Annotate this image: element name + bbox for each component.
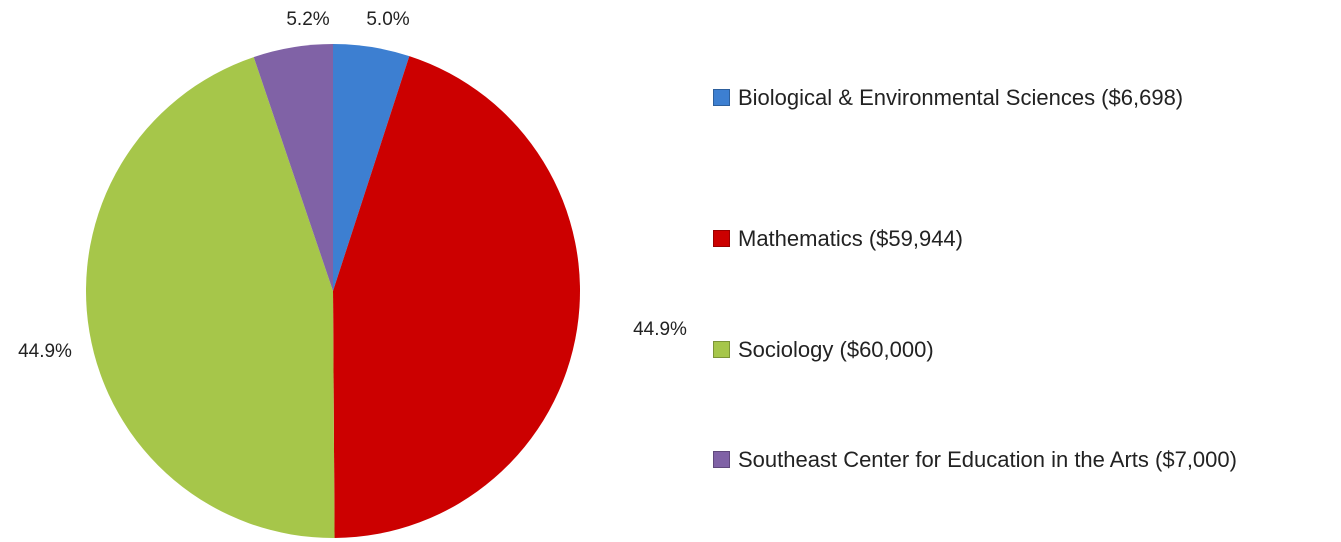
pie-slice [333,56,581,538]
data-label: 44.9% [633,319,687,340]
legend-label: Sociology ($60,000) [738,337,934,362]
legend-label: Biological & Environmental Sciences ($6,… [738,85,1184,110]
legend-item: Sociology ($60,000) [713,335,934,365]
pie-slice [333,44,410,291]
data-label: 5.2% [286,9,329,30]
legend-item: Southeast Center for Education in the Ar… [713,445,1237,475]
legend-label: Mathematics ($59,944) [738,226,963,251]
pie-slice [253,44,333,291]
legend-label: Southeast Center for Education in the Ar… [738,447,1237,472]
data-label: 44.9% [18,341,72,362]
legend-swatch [713,341,730,358]
legend-swatch [713,89,730,106]
legend-swatch [713,451,730,468]
legend-item: Biological & Environmental Sciences ($6,… [713,83,1183,113]
pie-slice [85,57,335,539]
legend-swatch [713,230,730,247]
data-label: 5.0% [366,9,409,30]
legend-item: Mathematics ($59,944) [713,224,963,254]
legend: Biological & Environmental Sciences ($6,… [713,0,1341,542]
